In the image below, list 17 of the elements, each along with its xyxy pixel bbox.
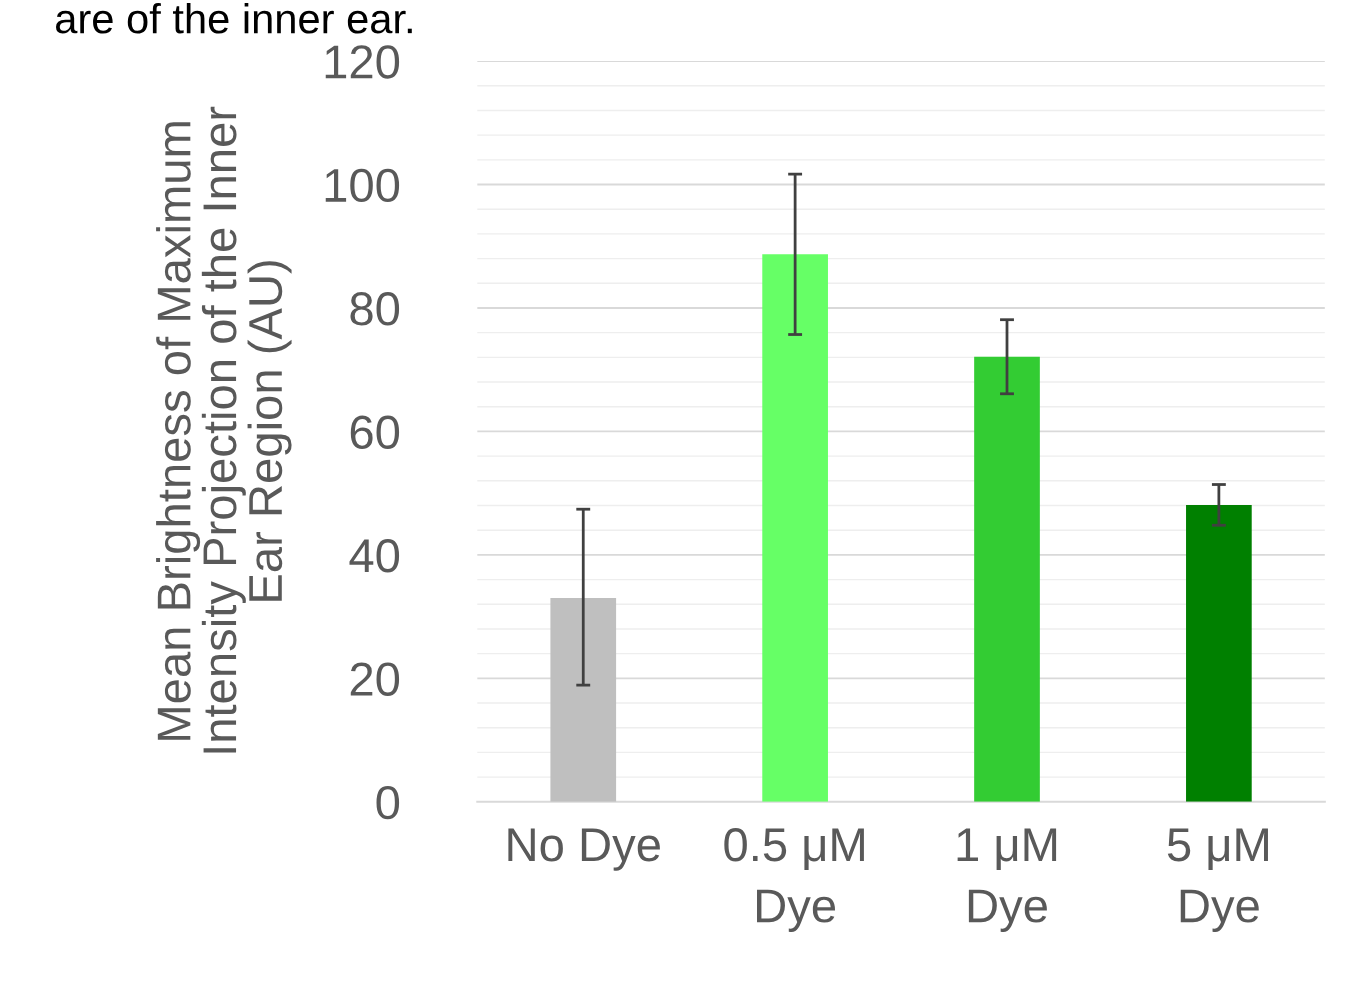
y-tick-label: 20 [350, 662, 400, 696]
bar [974, 356, 1040, 802]
y-tick-label: 80 [350, 292, 400, 326]
x-tick-label: No Dye [508, 828, 660, 871]
bar [762, 254, 828, 802]
bar [1186, 504, 1252, 802]
x-tick-label: 0.5 μM Dye [724, 828, 864, 932]
chart-title: are of the inner ear. [56, 2, 412, 34]
y-tick-label: 40 [349, 539, 400, 573]
y-tick-label: 0 [376, 785, 400, 820]
y-tick-label: 100 [325, 168, 400, 203]
y-tick-label: 60 [350, 415, 400, 450]
bar [550, 598, 617, 802]
x-tick-label: 5 μM Dye [1167, 828, 1268, 932]
x-tick-label: 1 μM Dye [957, 828, 1057, 932]
y-axis-title: Mean Brightness of Maximum Intensity Projection of the Inner Ear Region (AU) [156, 106, 292, 753]
y-tick-label: 120 [325, 45, 400, 79]
